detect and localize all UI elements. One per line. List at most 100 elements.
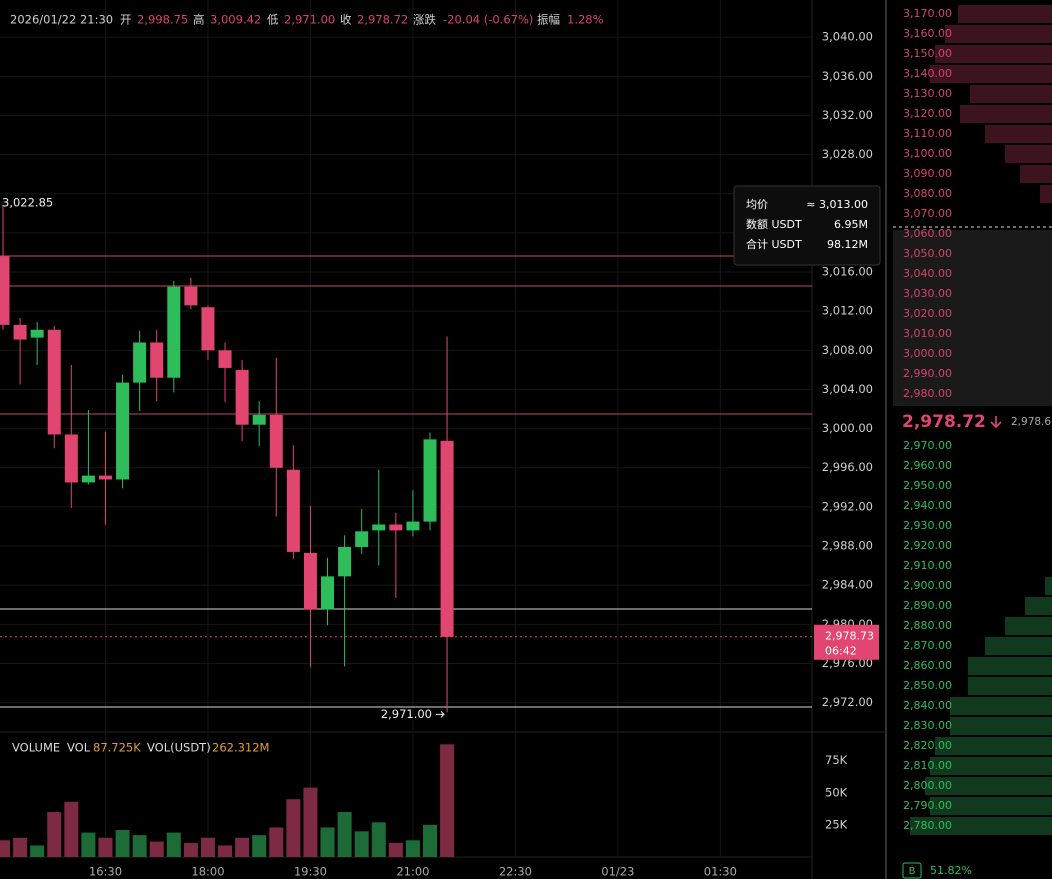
depth-bar — [950, 717, 1052, 735]
volume-bar — [423, 824, 437, 857]
candle-body — [218, 350, 232, 368]
book-price: 3,140.00 — [903, 67, 952, 80]
x-tick-label: 16:30 — [89, 865, 122, 879]
header-label: 振幅 — [537, 13, 560, 27]
x-tick-label: 21:00 — [396, 865, 429, 879]
grid — [0, 0, 812, 857]
x-tick-label: 19:30 — [294, 865, 327, 879]
volume-bar — [286, 799, 301, 857]
volume-bar — [98, 837, 113, 857]
book-price: 2,940.00 — [903, 499, 952, 512]
header-value: 1.28% — [567, 13, 604, 27]
depth-bar — [1020, 165, 1052, 183]
indicator-name: VOL(USDT) — [147, 741, 211, 755]
depth-bar — [910, 817, 1052, 835]
depth-bar — [925, 777, 1052, 795]
volume-tick-label: 25K — [825, 817, 848, 831]
tooltip — [733, 185, 881, 266]
depth-bar — [930, 797, 1052, 815]
book-price: 3,160.00 — [903, 27, 952, 40]
tooltip-value: ≈ 3,013.00 — [806, 198, 868, 211]
candle-body — [423, 439, 437, 522]
candle-body — [252, 414, 266, 425]
candle-body — [355, 531, 369, 548]
book-price: 2,920.00 — [903, 539, 952, 552]
side-ratio: 51.82% — [930, 864, 972, 877]
book-price: 2,870.00 — [903, 639, 952, 652]
candle-body — [98, 475, 112, 480]
depth-bar — [1005, 617, 1052, 635]
header-value: 2,971.00 — [284, 13, 335, 27]
book-price: 2,990.00 — [903, 367, 952, 380]
volume-bar — [183, 842, 198, 857]
depth-bar — [985, 637, 1052, 655]
price-tag — [814, 624, 879, 660]
book-price: 2,970.00 — [903, 439, 952, 452]
y-tick-label: 2,972.00 — [822, 695, 873, 709]
header-label: 收 — [340, 13, 352, 27]
book-price: 2,900.00 — [903, 579, 952, 592]
volume-bar — [320, 827, 335, 857]
candle-body — [321, 576, 335, 610]
book-price: 3,120.00 — [903, 107, 952, 120]
candle-body — [269, 414, 283, 468]
book-price: 2,860.00 — [903, 659, 952, 672]
book-price: 3,090.00 — [903, 167, 952, 180]
candle-body — [64, 434, 78, 483]
header-value: 3,009.42 — [210, 13, 261, 27]
book-price: 3,130.00 — [903, 87, 952, 100]
y-tick-label: 3,000.00 — [822, 421, 873, 435]
volume-bar — [200, 837, 215, 857]
depth-bar — [930, 65, 1052, 83]
price-annotation: 2,971.00 — [381, 707, 432, 721]
book-price: 2,950.00 — [903, 479, 952, 492]
candle-body — [235, 369, 249, 425]
header-value: 2,998.75 — [137, 13, 188, 27]
y-tick-label: 3,028.00 — [822, 147, 873, 161]
candle-body — [303, 552, 317, 610]
candle-body — [133, 342, 147, 383]
header-label: 低 — [267, 13, 279, 27]
candle-body — [0, 256, 10, 325]
volume-tick-label: 50K — [825, 785, 848, 799]
side-label: B — [909, 866, 916, 877]
depth-bar — [1005, 145, 1052, 163]
indicator-value: 262.312M — [212, 741, 269, 755]
book-price: 2,910.00 — [903, 559, 952, 572]
book-price: 2,820.00 — [903, 739, 952, 752]
candle-body — [440, 440, 454, 637]
price-annotation: 3,022.85 — [2, 196, 53, 210]
depth-bar — [968, 677, 1052, 695]
book-price: 2,790.00 — [903, 799, 952, 812]
depth-bar — [1040, 185, 1052, 203]
volume-bar — [132, 835, 147, 857]
volume-bar — [64, 801, 79, 857]
y-tick-label: 2,996.00 — [822, 460, 873, 474]
book-price: 3,060.00 — [903, 227, 952, 240]
candle-body — [167, 286, 181, 378]
candle-body — [389, 524, 403, 531]
volume-bar — [149, 841, 164, 857]
volume-bar — [81, 832, 96, 857]
volume-bar — [371, 822, 386, 857]
y-tick-label: 3,012.00 — [822, 304, 873, 318]
tooltip-value: 98.12M — [827, 238, 868, 251]
header-time: 2026/01/22 21:30 — [10, 13, 113, 27]
book-price: 3,000.00 — [903, 347, 952, 360]
book-last: 2,978.72 — [902, 412, 986, 432]
header-label: 高 — [193, 13, 205, 27]
ui: 2026/01/22 21:30 开 2,998.75 高 3,009.42 低 2,971… — [2, 5, 1052, 879]
candle-body — [13, 324, 27, 340]
down-arrow — [990, 416, 1002, 429]
depth-bar — [985, 125, 1052, 143]
depth-bar — [950, 697, 1052, 715]
volume-tick-label: 75K — [825, 753, 848, 767]
book-price: 3,100.00 — [903, 147, 952, 160]
volume-bar — [337, 812, 352, 857]
y-tick-label: 2,992.00 — [822, 499, 873, 513]
volume-bar — [354, 831, 369, 857]
hover-highlight — [893, 230, 1052, 406]
x-tick-label: 18:00 — [191, 865, 224, 879]
y-tick-label: 2,988.00 — [822, 539, 873, 553]
